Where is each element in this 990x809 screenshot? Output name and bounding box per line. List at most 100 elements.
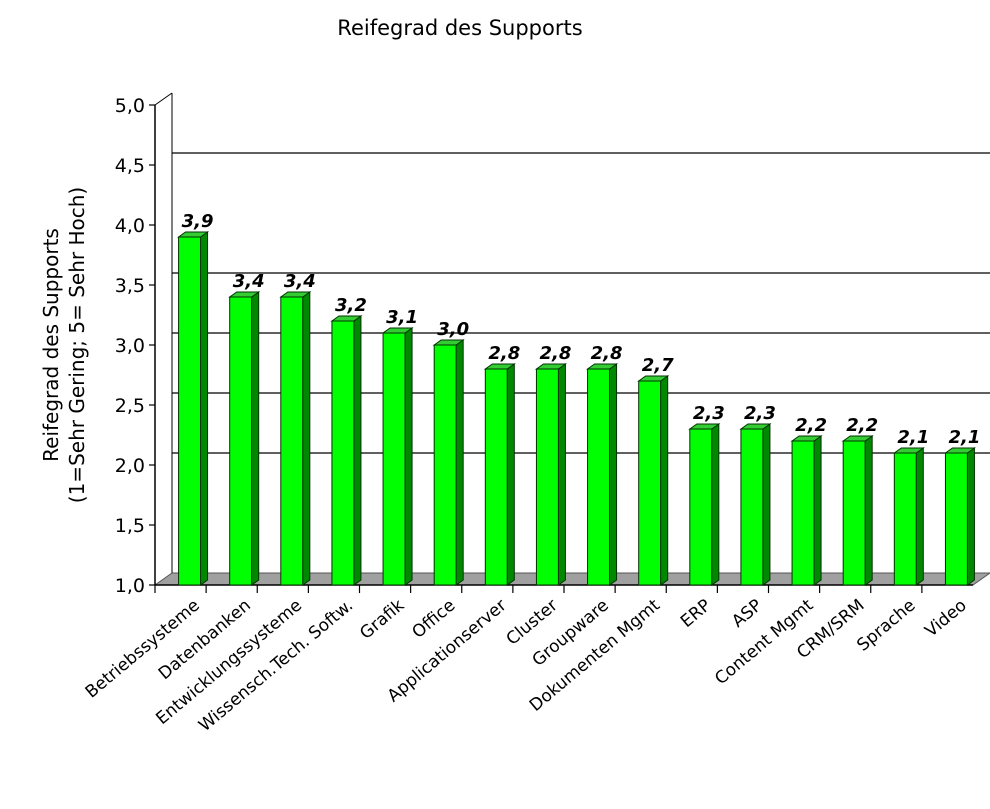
bar-side bbox=[762, 423, 771, 586]
bar bbox=[483, 363, 516, 586]
bar-front bbox=[484, 368, 508, 586]
bar-top bbox=[841, 435, 874, 442]
bars bbox=[177, 231, 976, 586]
bar-top bbox=[177, 231, 210, 238]
bar-front bbox=[842, 440, 866, 586]
bar-side bbox=[506, 363, 515, 586]
data-label: 3,2 bbox=[335, 295, 367, 316]
y-tick-label: 1,0 bbox=[115, 575, 145, 597]
bar bbox=[892, 447, 925, 586]
bar-front bbox=[535, 368, 559, 586]
depth-connector bbox=[154, 92, 173, 106]
y-tick-label: 3,0 bbox=[115, 335, 145, 357]
bar-top bbox=[381, 327, 414, 334]
bar-side bbox=[660, 375, 669, 586]
data-label: 3,9 bbox=[182, 211, 214, 232]
bar-front bbox=[178, 236, 202, 586]
bar bbox=[739, 423, 772, 586]
bar-top bbox=[739, 423, 772, 430]
bar-side bbox=[353, 315, 362, 586]
bar-front bbox=[689, 428, 713, 586]
bar-top bbox=[586, 363, 619, 370]
bar-side bbox=[404, 327, 413, 586]
x-tick-label: ASP bbox=[728, 596, 766, 632]
x-tick-label: Video bbox=[921, 596, 970, 642]
bar-top bbox=[534, 363, 567, 370]
x-tick-label: ERP bbox=[677, 596, 715, 632]
data-label: 2,2 bbox=[846, 415, 878, 436]
y-tick-label: 1,5 bbox=[115, 515, 145, 537]
bar-side bbox=[864, 435, 873, 586]
bar-top bbox=[432, 339, 465, 346]
bar-top bbox=[637, 375, 670, 382]
data-label: 2,8 bbox=[539, 343, 571, 364]
bar bbox=[688, 423, 721, 586]
bar bbox=[841, 435, 874, 586]
bar-side bbox=[200, 231, 209, 586]
bar-side bbox=[711, 423, 720, 586]
bar-front bbox=[229, 296, 253, 586]
bar-front bbox=[382, 332, 406, 586]
data-labels: 3,9 3,4 3,4 3,2 3,1 3,0 2,8 2,8 2,8 2,7 2,3 2,3 2,2 2… bbox=[182, 211, 981, 448]
y-tick-labels: 1,0 1,5 2,0 2,5 3,0 3,5 4,0 4,5 5,0 bbox=[115, 95, 155, 597]
bar-top bbox=[228, 291, 261, 298]
bar-top bbox=[483, 363, 516, 370]
x-tick-labels: BetriebssystemeDatenbankenEntwicklungssy… bbox=[82, 585, 971, 736]
y-tick-label: 2,0 bbox=[115, 455, 145, 477]
y-tick-label: 3,5 bbox=[115, 275, 145, 297]
bar-top bbox=[688, 423, 721, 430]
bar-front bbox=[280, 296, 304, 586]
bar bbox=[432, 339, 465, 586]
bar-front bbox=[331, 320, 355, 586]
bar-side bbox=[966, 447, 975, 586]
data-label: 2,8 bbox=[591, 343, 623, 364]
bar-front bbox=[433, 344, 457, 586]
bar bbox=[228, 291, 261, 586]
data-label: 3,1 bbox=[386, 307, 418, 328]
y-tick-label: 5,0 bbox=[115, 95, 145, 117]
bar bbox=[534, 363, 567, 586]
data-label: 2,1 bbox=[948, 427, 980, 448]
data-label: 3,4 bbox=[233, 271, 265, 292]
data-label: 2,8 bbox=[488, 343, 520, 364]
bar-side bbox=[302, 291, 311, 586]
bar-side bbox=[813, 435, 822, 586]
y-axis-title: Reifegrad des Supports (1=Sehr Gering; 5… bbox=[39, 187, 89, 503]
x-tick-label: Grafik bbox=[356, 595, 408, 643]
bar-front bbox=[791, 440, 815, 586]
bar bbox=[637, 375, 670, 586]
bar-top bbox=[892, 447, 925, 454]
bar-side bbox=[455, 339, 464, 586]
y-axis-title-line-1: Reifegrad des Supports bbox=[39, 228, 63, 462]
bar bbox=[790, 435, 823, 586]
y-tick-label: 4,0 bbox=[115, 215, 145, 237]
data-label: 2,3 bbox=[744, 403, 776, 424]
bar-front bbox=[587, 368, 611, 586]
data-label: 2,2 bbox=[795, 415, 827, 436]
bar-top bbox=[330, 315, 363, 322]
x-tick-label: Sprache bbox=[853, 596, 919, 656]
bar bbox=[279, 291, 312, 586]
bar bbox=[177, 231, 210, 586]
bar-side bbox=[609, 363, 618, 586]
bar-front bbox=[740, 428, 764, 586]
bar-top bbox=[279, 291, 312, 298]
bar-front bbox=[638, 380, 662, 586]
bar-side bbox=[915, 447, 924, 586]
data-label: 3,4 bbox=[284, 271, 316, 292]
bar-front bbox=[893, 452, 917, 586]
bar-side bbox=[557, 363, 566, 586]
data-label: 2,7 bbox=[642, 355, 674, 376]
bar bbox=[943, 447, 976, 586]
y-tick-label: 2,5 bbox=[115, 395, 145, 417]
bar-top bbox=[943, 447, 976, 454]
bar bbox=[381, 327, 414, 586]
bar-side bbox=[251, 291, 260, 586]
y-tick-label: 4,5 bbox=[115, 155, 145, 177]
data-label: 3,0 bbox=[437, 319, 469, 340]
bar-top bbox=[790, 435, 823, 442]
bar-front bbox=[944, 452, 968, 586]
y-axis-title-line-2: (1=Sehr Gering; 5= Sehr Hoch) bbox=[65, 187, 89, 503]
bar bbox=[330, 315, 363, 586]
